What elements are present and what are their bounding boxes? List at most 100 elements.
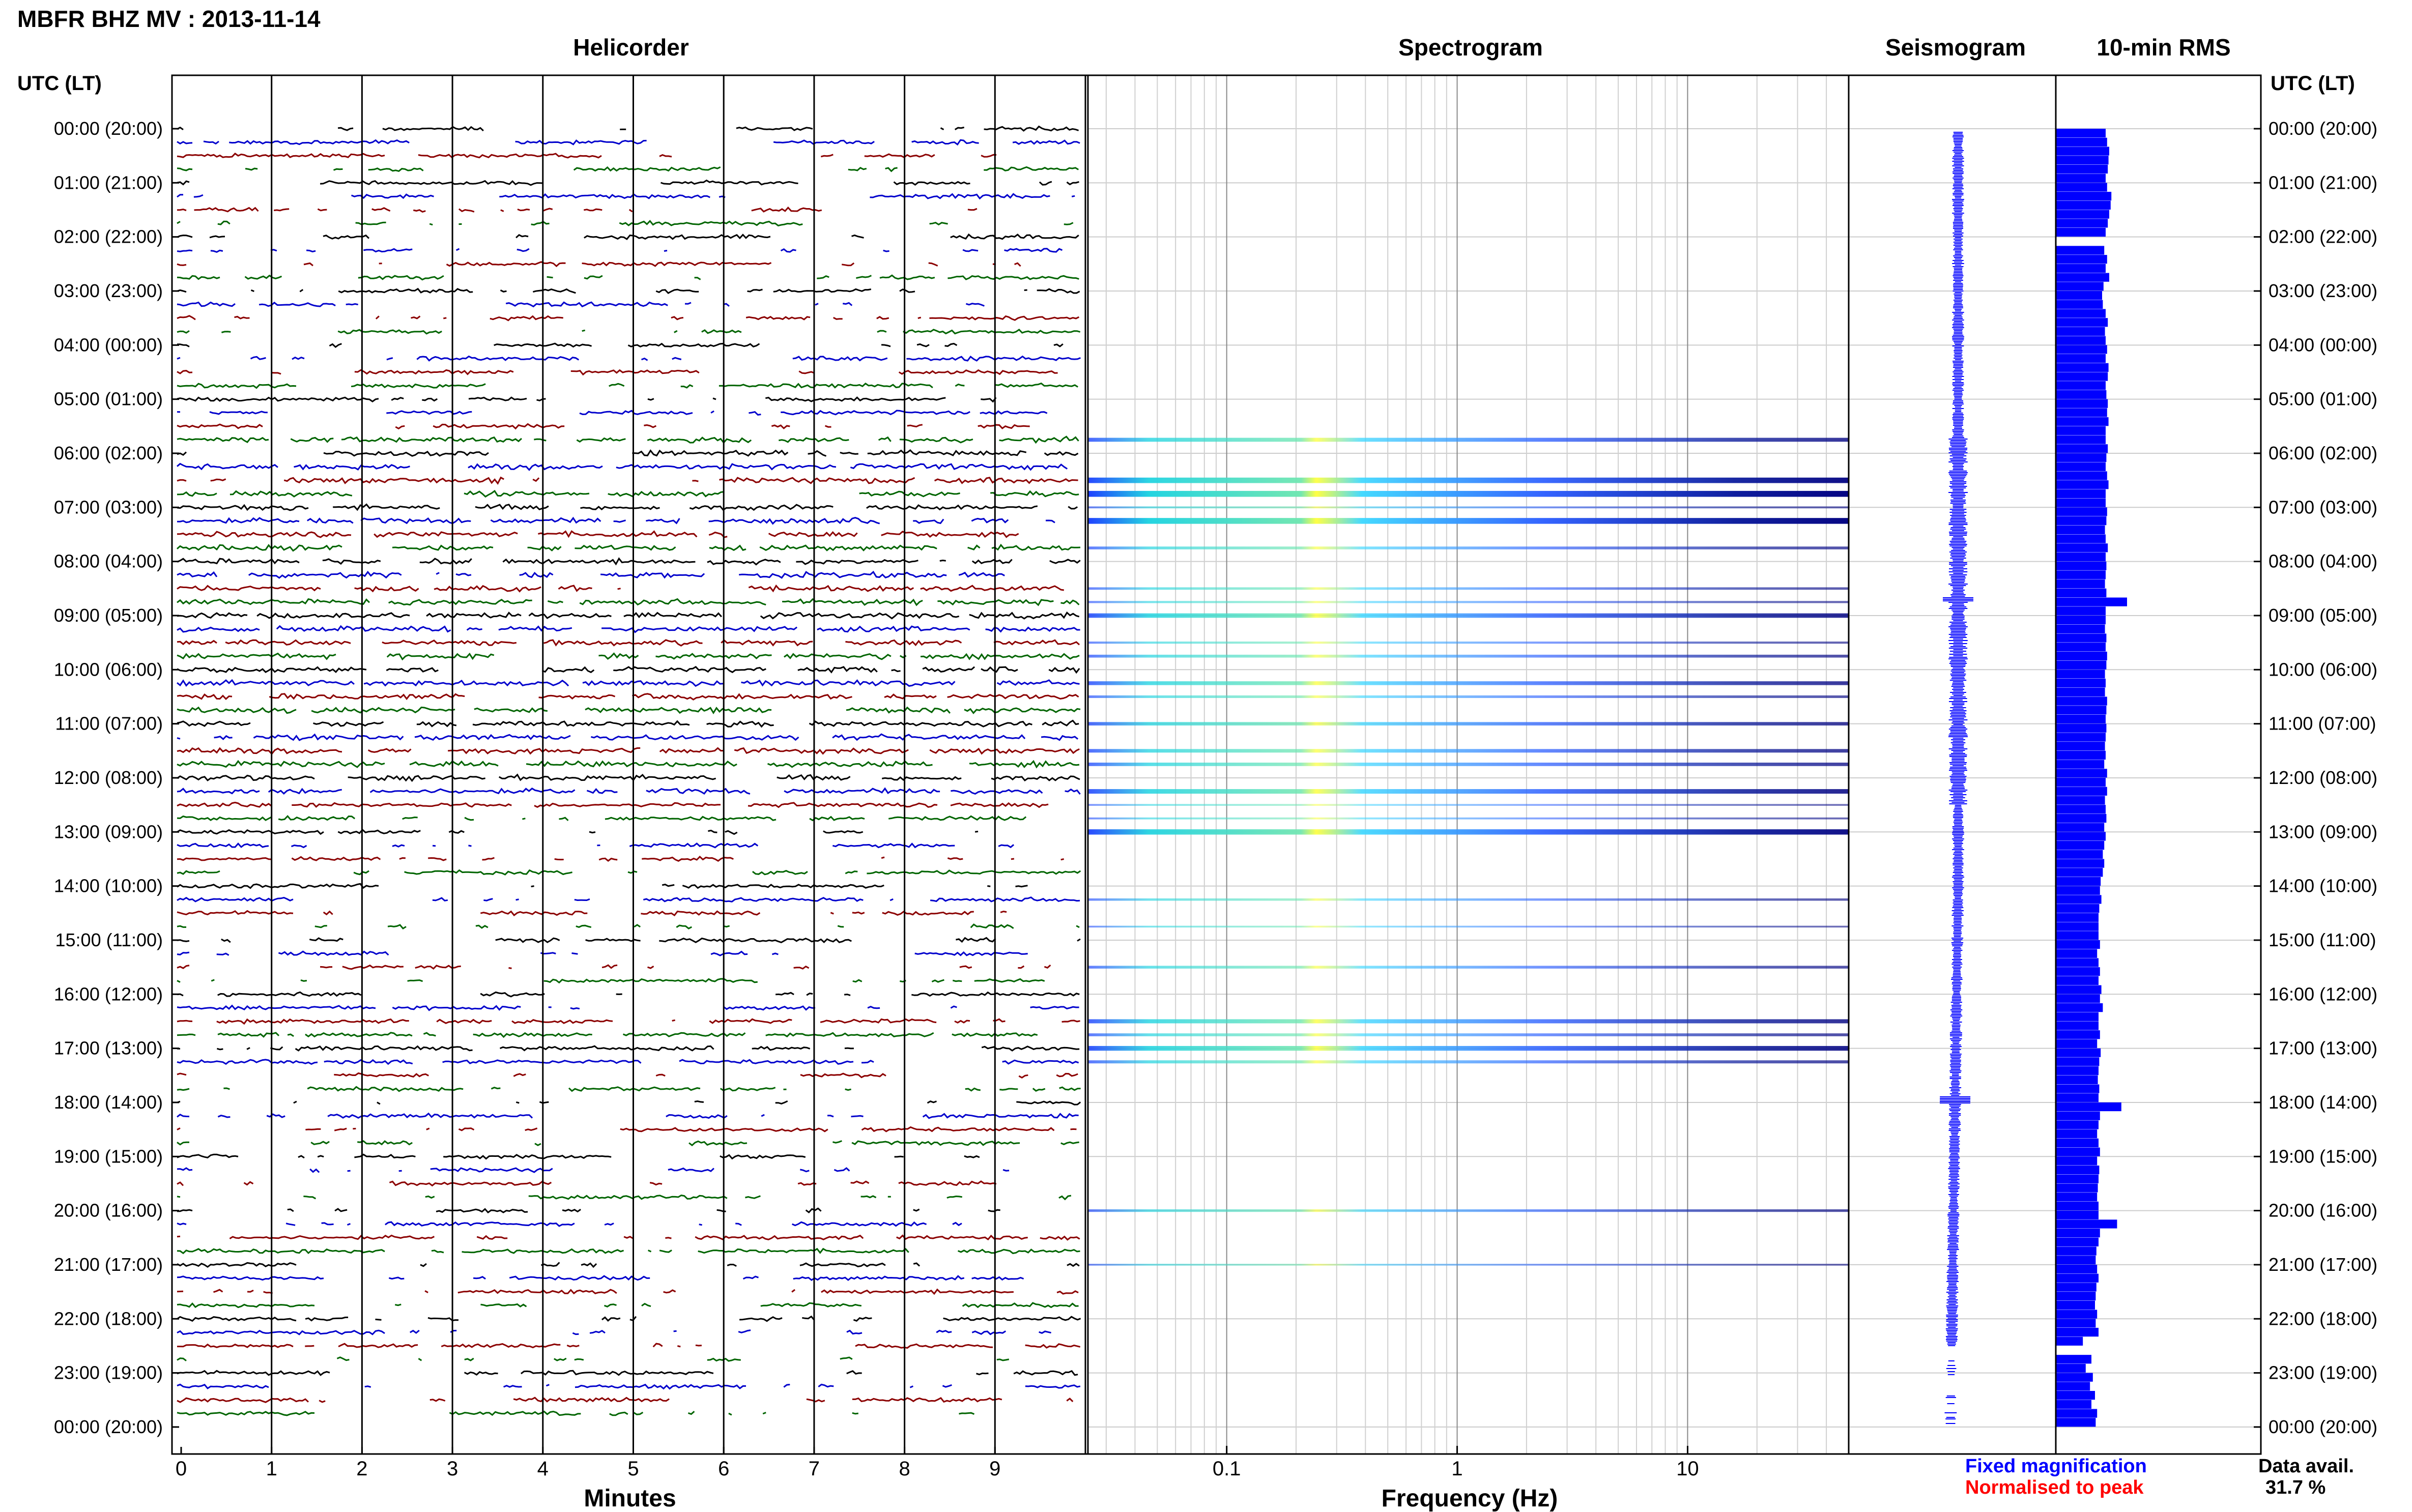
rms-bar — [2056, 940, 2100, 949]
trace-segment — [177, 545, 342, 550]
trace-segment — [491, 1088, 500, 1089]
trace-segment — [986, 628, 1080, 632]
trace-segment — [575, 899, 590, 900]
trace-segment — [538, 531, 697, 537]
rms-bar — [2056, 1030, 2100, 1039]
trace-segment — [820, 1019, 936, 1023]
trace-segment — [334, 1128, 347, 1130]
rms-bar — [2056, 1229, 2100, 1237]
trace-segment — [506, 302, 668, 306]
trace-segment — [555, 859, 564, 860]
trace-segment — [348, 1224, 351, 1225]
trace-segment — [664, 1290, 676, 1293]
spectrogram-band — [1088, 695, 1849, 698]
trace-segment — [338, 1344, 418, 1347]
trace-segment — [868, 450, 1026, 455]
trace-segment — [499, 194, 710, 198]
rms-bar — [2056, 751, 2106, 760]
trace-segment — [988, 1210, 1000, 1211]
trace-segment — [584, 209, 602, 211]
trace-segment — [953, 1223, 962, 1225]
trace-segment — [624, 1237, 633, 1239]
trace-segment — [298, 1156, 304, 1158]
trace-segment — [450, 1330, 456, 1332]
trace-segment — [990, 491, 1079, 497]
trace-segment — [278, 816, 355, 820]
rms-bar — [2056, 219, 2108, 227]
trace-segment — [899, 1181, 996, 1185]
trace-segment — [572, 953, 578, 954]
time-tick-label-left: 20:00 (16:00) — [54, 1200, 163, 1221]
spectrogram-band — [1088, 966, 1849, 968]
trace-segment — [177, 1358, 186, 1361]
trace-segment — [247, 1048, 250, 1049]
rms-bar — [2056, 570, 2106, 579]
trace-segment — [998, 845, 1014, 847]
trace-segment — [660, 748, 724, 753]
trace-segment — [570, 1008, 580, 1009]
rms-bar — [2056, 1166, 2099, 1174]
trace-segment — [576, 925, 591, 927]
trace-segment — [459, 209, 474, 212]
time-tick-label-right: 01:00 (21:00) — [2269, 172, 2377, 193]
trace-segment — [741, 680, 955, 686]
trace-segment — [177, 884, 379, 888]
trace-segment — [253, 735, 403, 740]
trace-segment — [529, 1196, 727, 1199]
minute-tick-label: 3 — [447, 1458, 458, 1480]
rms-bar — [2056, 589, 2106, 597]
rms-bar — [2056, 345, 2107, 354]
trace-segment — [392, 1006, 521, 1010]
trace-segment — [194, 195, 203, 197]
trace-segment — [987, 886, 990, 887]
trace-segment — [674, 331, 677, 332]
trace-segment — [376, 316, 379, 318]
time-tick-label-right: 05:00 (01:00) — [2269, 389, 2377, 410]
trace-segment — [832, 1141, 842, 1143]
trace-segment — [943, 1317, 1081, 1320]
trace-segment — [520, 573, 553, 577]
trace-segment — [832, 844, 955, 847]
trace-segment — [752, 208, 822, 212]
trace-segment — [420, 1264, 426, 1266]
trace-segment — [958, 1249, 1080, 1253]
trace-segment — [676, 925, 692, 928]
trace-segment — [899, 370, 1058, 374]
trace-segment — [917, 344, 929, 346]
trace-segment — [709, 1019, 792, 1023]
rms-bar — [2056, 336, 2106, 345]
trace-segment — [177, 1345, 293, 1348]
rms-bar — [2056, 1084, 2099, 1093]
rms-bar — [2056, 814, 2106, 823]
rms-bar — [2056, 426, 2106, 435]
trace-segment — [695, 1101, 704, 1102]
trace-segment — [525, 1128, 537, 1130]
rms-bar — [2056, 1274, 2099, 1283]
trace-segment — [177, 480, 186, 481]
trace-segment — [177, 1089, 189, 1090]
trace-segment — [877, 331, 886, 332]
trace-segment — [504, 1386, 522, 1387]
rms-bar — [2056, 444, 2108, 453]
trace-segment — [476, 925, 488, 928]
trace-segment — [365, 1386, 371, 1387]
trace-segment — [465, 1358, 474, 1360]
trace-segment — [913, 1209, 920, 1211]
time-tick-label-left: 07:00 (03:00) — [54, 497, 163, 517]
trace-segment — [177, 1115, 189, 1117]
rms-bar — [2056, 877, 2101, 886]
trace-segment — [177, 492, 217, 496]
rms-bar — [2056, 1193, 2097, 1201]
trace-segment — [413, 210, 425, 212]
trace-segment — [322, 1223, 334, 1225]
trace-segment — [177, 168, 192, 170]
trace-segment — [554, 1358, 566, 1360]
trace-segment — [221, 939, 231, 942]
time-tick-label-right: 00:00 (20:00) — [2269, 1416, 2377, 1437]
trace-segment — [951, 790, 1042, 794]
data-availability-value: 31.7 % — [2265, 1478, 2325, 1497]
trace-segment — [646, 789, 750, 794]
trace-segment — [177, 844, 269, 847]
rms-bar — [2056, 895, 2102, 904]
